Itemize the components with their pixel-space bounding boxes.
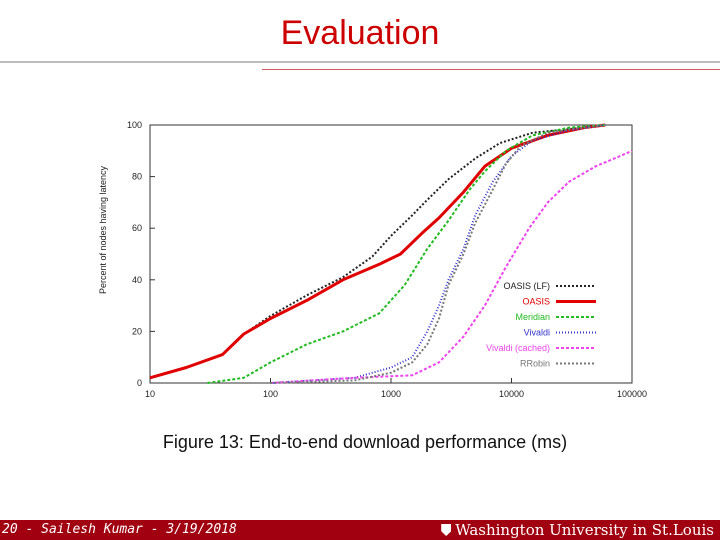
figure-background xyxy=(80,103,650,468)
legend-label: OASIS xyxy=(522,297,550,307)
title-divider xyxy=(0,61,720,63)
y-axis-label: Percent of nodes having latency xyxy=(98,165,108,294)
legend-label: Vivaldi xyxy=(524,328,550,338)
y-tick-label: 60 xyxy=(132,223,142,233)
slide-title: Evaluation xyxy=(280,14,440,52)
legend-label: Meridian xyxy=(515,312,550,322)
y-tick-label: 40 xyxy=(132,275,142,285)
university-logo: Washington University in St.Louis xyxy=(441,521,714,539)
plot-area: 10 100 1000 10000 100000 0 20 40 60 80 100 OASIS (L… xyxy=(127,120,647,399)
y-tick-label: 100 xyxy=(127,120,142,130)
x-tick-label: 10000 xyxy=(499,389,524,399)
x-tick-label: 1000 xyxy=(381,389,401,399)
latency-cdf-chart: Percent of nodes having latency 10 100 100… xyxy=(80,103,650,468)
title-accent-line xyxy=(262,69,720,70)
footer-bar: 20 - Sailesh Kumar - 3/19/2018 Washingto… xyxy=(0,520,720,540)
university-name: Washington University in St.Louis xyxy=(455,521,714,539)
legend-label: Vivaldi (cached) xyxy=(486,343,550,353)
x-tick-label: 10 xyxy=(145,389,155,399)
series-line-4 xyxy=(270,149,633,384)
series-line-3 xyxy=(270,124,606,384)
footer-slide-info: 20 - Sailesh Kumar - 3/19/2018 xyxy=(2,522,237,537)
crest-icon xyxy=(441,524,452,536)
legend-label: OASIS (LF) xyxy=(503,281,550,291)
series-line-2 xyxy=(207,124,606,384)
x-tick-label: 100000 xyxy=(617,389,647,399)
y-tick-label: 80 xyxy=(132,172,142,182)
y-tick-label: 0 xyxy=(137,378,142,388)
y-tick-label: 20 xyxy=(132,326,142,336)
figure-caption: Figure 13: End-to-end download performan… xyxy=(162,432,568,452)
series-line-5 xyxy=(270,124,606,384)
legend-label: RRobin xyxy=(520,359,550,369)
x-tick-label: 100 xyxy=(263,389,278,399)
